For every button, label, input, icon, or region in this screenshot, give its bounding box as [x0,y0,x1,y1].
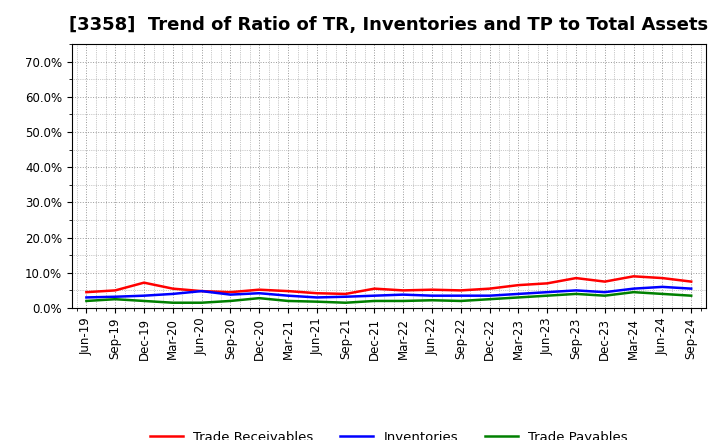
Trade Receivables [600,279,609,284]
Trade Payables [514,295,523,300]
Trade Payables [399,298,408,304]
Trade Receivables [456,288,465,293]
Inventories [312,295,321,300]
Inventories [399,292,408,297]
Inventories [572,288,580,293]
Trade Payables [456,298,465,304]
Trade Receivables [140,280,148,285]
Trade Receivables [111,288,120,293]
Inventories [543,290,552,295]
Trade Receivables [168,286,177,291]
Trade Payables [543,293,552,298]
Inventories [687,286,696,291]
Inventories [428,293,436,298]
Trade Payables [226,298,235,304]
Trade Payables [687,293,696,298]
Inventories [284,293,292,298]
Inventories [600,290,609,295]
Inventories [111,294,120,299]
Trade Payables [428,297,436,303]
Trade Payables [312,299,321,304]
Trade Receivables [82,290,91,295]
Trade Payables [168,300,177,305]
Inventories [341,294,350,299]
Inventories [140,293,148,298]
Trade Payables [572,291,580,297]
Trade Payables [370,298,379,304]
Trade Receivables [312,290,321,296]
Title: [3358]  Trend of Ratio of TR, Inventories and TP to Total Assets: [3358] Trend of Ratio of TR, Inventories… [69,16,708,34]
Trade Payables [140,298,148,304]
Trade Receivables [226,290,235,295]
Trade Receivables [629,274,638,279]
Trade Receivables [658,275,667,281]
Inventories [456,293,465,298]
Trade Receivables [255,287,264,292]
Trade Receivables [284,289,292,294]
Trade Payables [341,300,350,305]
Inventories [514,291,523,297]
Inventories [658,284,667,290]
Trade Receivables [687,279,696,284]
Inventories [255,290,264,296]
Trade Receivables [572,275,580,281]
Line: Trade Receivables: Trade Receivables [86,276,691,294]
Trade Payables [600,293,609,298]
Trade Payables [82,298,91,304]
Trade Payables [111,297,120,302]
Trade Payables [197,300,206,305]
Line: Trade Payables: Trade Payables [86,292,691,303]
Line: Inventories: Inventories [86,287,691,297]
Trade Payables [255,296,264,301]
Inventories [485,293,494,298]
Trade Receivables [370,286,379,291]
Inventories [370,293,379,298]
Inventories [629,286,638,291]
Trade Receivables [197,289,206,294]
Trade Receivables [543,281,552,286]
Trade Receivables [341,291,350,297]
Inventories [226,292,235,297]
Legend: Trade Receivables, Inventories, Trade Payables: Trade Receivables, Inventories, Trade Pa… [145,425,633,440]
Inventories [168,291,177,297]
Trade Receivables [428,287,436,292]
Trade Receivables [399,288,408,293]
Trade Payables [284,298,292,304]
Trade Payables [485,297,494,302]
Inventories [82,295,91,300]
Inventories [197,289,206,294]
Trade Receivables [514,282,523,288]
Trade Payables [629,290,638,295]
Trade Receivables [485,286,494,291]
Trade Payables [658,291,667,297]
